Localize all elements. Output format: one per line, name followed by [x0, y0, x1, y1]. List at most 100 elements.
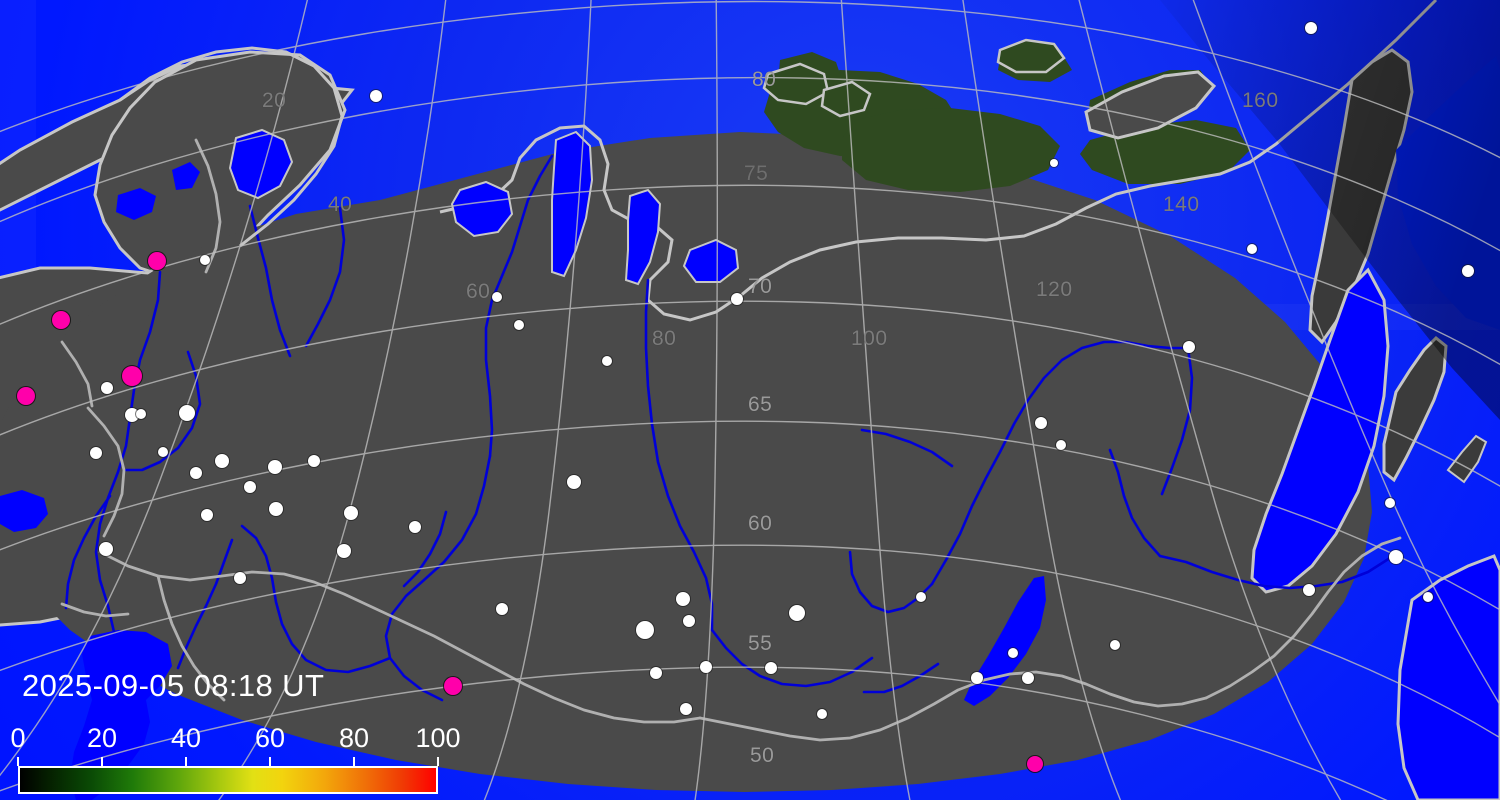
- water-kara-inlet: [450, 180, 514, 238]
- station-marker[interactable]: [269, 502, 283, 516]
- station-marker[interactable]: [636, 621, 654, 639]
- border-china-east: [1204, 536, 1402, 700]
- station-marker[interactable]: [731, 293, 743, 305]
- station-marker[interactable]: [122, 366, 142, 386]
- station-marker[interactable]: [817, 709, 827, 719]
- station-marker[interactable]: [1303, 584, 1315, 596]
- station-marker[interactable]: [971, 672, 983, 684]
- station-marker[interactable]: [244, 481, 256, 493]
- station-marker[interactable]: [90, 447, 102, 459]
- latitude-label-70: 70: [748, 275, 773, 298]
- station-marker[interactable]: [1050, 159, 1058, 167]
- river-lena-lower: [848, 550, 934, 614]
- station-marker[interactable]: [200, 255, 210, 265]
- station-marker[interactable]: [1183, 341, 1195, 353]
- colorbar: 0 20 40 60 80 100: [10, 723, 461, 794]
- station-marker[interactable]: [676, 592, 690, 606]
- station-marker[interactable]: [268, 460, 282, 474]
- station-marker[interactable]: [101, 382, 113, 394]
- border-mongolia: [698, 670, 1208, 742]
- longitude-label-120: 120: [1036, 278, 1073, 301]
- colorbar-tick-100: [437, 757, 439, 766]
- latitude-label-80: 80: [752, 68, 777, 91]
- colorbar-tick-20: [101, 757, 103, 766]
- station-marker[interactable]: [602, 356, 612, 366]
- station-marker[interactable]: [52, 311, 70, 329]
- border-caucasus: [60, 602, 130, 618]
- station-marker[interactable]: [683, 615, 695, 627]
- station-marker[interactable]: [1027, 756, 1043, 772]
- station-marker[interactable]: [514, 320, 524, 330]
- station-marker[interactable]: [125, 408, 139, 422]
- station-marker[interactable]: [215, 454, 229, 468]
- station-marker[interactable]: [148, 252, 166, 270]
- parallel-70: [0, 184, 1500, 366]
- station-marker[interactable]: [99, 542, 113, 556]
- colorbar-tick-0: [17, 757, 19, 766]
- station-marker[interactable]: [700, 661, 712, 673]
- station-marker[interactable]: [308, 455, 320, 467]
- island-oktyabrskaya: [820, 80, 872, 118]
- station-marker[interactable]: [179, 405, 195, 421]
- station-marker[interactable]: [409, 521, 421, 533]
- colorbar-tick-labels: 0 20 40 60 80 100: [10, 723, 460, 757]
- station-marker[interactable]: [789, 605, 805, 621]
- colorbar-tick-60: [269, 757, 271, 766]
- timestamp-label: 2025-09-05 08:18 UT: [22, 668, 325, 703]
- station-marker[interactable]: [158, 447, 168, 457]
- station-marker[interactable]: [136, 409, 146, 419]
- station-marker[interactable]: [1462, 265, 1474, 277]
- longitude-label-20: 20: [262, 89, 287, 112]
- station-marker[interactable]: [916, 592, 926, 602]
- station-marker[interactable]: [201, 509, 213, 521]
- border-central-asia: [156, 574, 226, 702]
- station-marker[interactable]: [567, 475, 581, 489]
- station-marker[interactable]: [496, 603, 508, 615]
- river-tobol: [402, 510, 448, 588]
- island-severnaya-zemlya: [762, 62, 830, 106]
- water-japan-sea: [1396, 554, 1500, 800]
- station-marker[interactable]: [1035, 417, 1047, 429]
- station-marker[interactable]: [344, 506, 358, 520]
- river-angara: [710, 628, 874, 688]
- station-marker[interactable]: [1389, 550, 1403, 564]
- station-marker[interactable]: [1022, 672, 1034, 684]
- station-marker[interactable]: [1056, 440, 1066, 450]
- border-belarus-ukraine: [86, 406, 126, 538]
- station-marker[interactable]: [1423, 592, 1433, 602]
- island-franz-josef: [996, 38, 1066, 74]
- meridian-100: [840, 0, 911, 800]
- water-yenisey-gulf: [624, 188, 662, 286]
- latitude-label-55: 55: [748, 632, 773, 655]
- station-marker[interactable]: [234, 572, 246, 584]
- station-marker[interactable]: [492, 292, 502, 302]
- station-marker[interactable]: [765, 662, 777, 674]
- station-marker[interactable]: [680, 703, 692, 715]
- water-caspian: [70, 630, 172, 800]
- longitude-label-140: 140: [1163, 193, 1200, 216]
- station-marker[interactable]: [1385, 498, 1395, 508]
- parallel-80: [0, 0, 1500, 159]
- station-marker[interactable]: [1305, 22, 1317, 34]
- station-marker[interactable]: [370, 90, 382, 102]
- station-marker[interactable]: [444, 677, 462, 695]
- station-marker[interactable]: [190, 467, 202, 479]
- parallel-50: [0, 666, 1388, 800]
- parallel-75: [0, 76, 1500, 252]
- station-marker[interactable]: [1247, 244, 1257, 254]
- colorbar-tick-40: [185, 757, 187, 766]
- water-aral: [0, 490, 48, 532]
- station-marker[interactable]: [337, 544, 351, 558]
- station-marker[interactable]: [1110, 640, 1120, 650]
- colorbar-label-0: 0: [10, 723, 26, 753]
- river-yenisey: [644, 278, 714, 632]
- station-marker[interactable]: [1008, 648, 1018, 658]
- station-marker[interactable]: [650, 667, 662, 679]
- station-marker[interactable]: [17, 387, 35, 405]
- river-selenga: [862, 662, 940, 694]
- borders-layer: [60, 138, 1402, 742]
- longitude-label-60: 60: [466, 280, 491, 303]
- vegetation-taymyr: [842, 108, 1060, 192]
